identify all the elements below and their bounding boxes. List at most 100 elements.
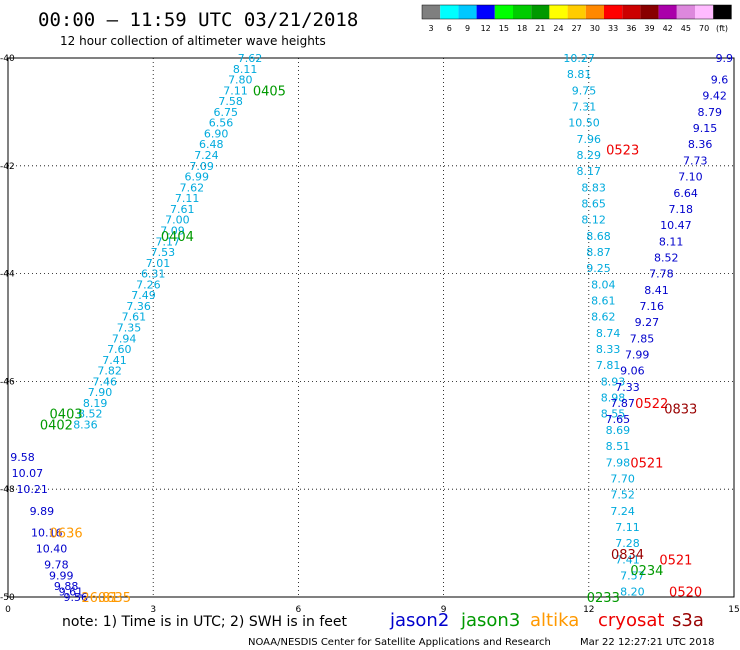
wave-height-value: 8.36 (73, 419, 98, 432)
x-tick-label: 15 (728, 605, 739, 615)
wave-height-value: 7.90 (88, 386, 113, 399)
pass-time-label: 0403 (50, 408, 83, 423)
legend-label: 42 (663, 24, 673, 33)
legend-swatch (422, 5, 441, 19)
y-tick-label: -40 (0, 54, 15, 64)
legend-label: 27 (572, 24, 582, 33)
legend-label: 3 (429, 24, 434, 33)
pass-time-label: 0521 (659, 553, 692, 568)
legend-label: 15 (499, 24, 509, 33)
chart-subtitle: 12 hour collection of altimeter wave hei… (60, 34, 326, 48)
wave-height-value: 7.61 (122, 311, 147, 324)
wave-height-value: 10.27 (563, 52, 595, 65)
pass-time-label: 26.81 (81, 591, 118, 606)
pass-time-label: 0402 (40, 419, 73, 434)
pass-time-label: 0404 (161, 230, 194, 245)
wave-height-value: 8.11 (659, 235, 684, 248)
wave-height-value: 9.6 (711, 74, 729, 87)
legend-label: 70 (699, 24, 709, 33)
chart-title: 00:00 – 11:59 UTC 03/21/2018 (38, 9, 358, 31)
x-tick-label: 9 (441, 605, 447, 615)
wave-height-value: 10.07 (12, 467, 44, 480)
wave-height-value: 6.48 (199, 138, 224, 151)
legend-swatch (549, 5, 568, 19)
wave-height-value: 6.56 (209, 117, 234, 130)
wave-height-value: 7.01 (146, 257, 171, 270)
legend-label: 9 (465, 24, 470, 33)
wave-height-value: 8.83 (581, 181, 606, 194)
pass-time-label: 0521 (630, 456, 663, 471)
wave-height-value: 7.87 (610, 397, 635, 410)
wave-height-value: 8.29 (577, 149, 602, 162)
footer-timestamp: Mar 22 12:27:21 UTC 2018 (580, 637, 715, 648)
legend-swatch (585, 5, 604, 19)
wave-height-value: 6.31 (141, 268, 166, 281)
wave-height-value: 9.88 (54, 580, 79, 593)
wave-height-value: 7.41 (102, 354, 127, 367)
wave-height-value: 7.96 (577, 133, 602, 146)
legend-swatch (567, 5, 586, 19)
wave-height-value: 6.64 (673, 187, 698, 200)
wave-height-value: 7.16 (639, 300, 664, 313)
wave-height-value: 10.50 (568, 117, 600, 130)
wave-height-value: 8.11 (233, 63, 258, 76)
wave-height-value: 10.47 (660, 219, 692, 232)
wave-height-value: 8.41 (644, 284, 669, 297)
wave-height-value: 8.87 (586, 246, 611, 259)
legend-swatch (494, 5, 513, 19)
wave-height-value: 7.18 (669, 203, 694, 216)
wave-height-value: 8.62 (591, 311, 616, 324)
wave-height-value: 8.36 (688, 138, 713, 151)
x-tick-label: 12 (583, 605, 594, 615)
wave-height-value: 7.81 (596, 359, 621, 372)
legend-unit: (ft) (716, 24, 728, 33)
wave-height-value: 9.25 (586, 262, 611, 275)
color-legend: 3 6 9 12 15 18 21 24 27 30 33 36 39 42 45 70 (421, 4, 732, 33)
pass-time-label: 0233 (587, 591, 620, 606)
wave-height-value: 7.58 (218, 95, 243, 108)
footer-credit: NOAA/NESDIS Center for Satellite Applica… (248, 637, 551, 648)
wave-height-value: 8.19 (83, 397, 108, 410)
pass-time-label: 0234 (630, 564, 663, 579)
legend-swatch (658, 5, 677, 19)
wave-height-value: 10.16 (31, 526, 63, 539)
legend-label: 45 (681, 24, 691, 33)
satellite-legend-entry: jason3 (460, 610, 520, 631)
wave-height-value: 7.11 (223, 84, 248, 97)
wave-height-value: 7.60 (107, 343, 132, 356)
y-tick-label: -44 (0, 270, 15, 280)
data-points: 7.628.117.807.117.586.756.566.906.487.24… (10, 52, 733, 604)
wave-height-value: 8.55 (601, 408, 626, 421)
wave-height-value: 8.74 (596, 327, 621, 340)
wave-height-value: 9.15 (693, 122, 718, 135)
y-tick-label: -48 (0, 485, 15, 495)
pass-time-label: 0520 (669, 586, 702, 601)
wave-height-value: 7.49 (131, 289, 156, 302)
wave-height-value: 7.61 (170, 203, 195, 216)
wave-height-value: 9.27 (635, 316, 660, 329)
wave-height-value: 8.52 (654, 251, 679, 264)
wave-height-value: 7.36 (126, 300, 151, 313)
pass-time-label: 0635 (98, 591, 131, 606)
wave-height-value: 6.99 (185, 171, 210, 184)
wave-height-value: 8.61 (591, 295, 616, 308)
wave-height-value: 9.75 (572, 84, 597, 97)
x-tick-label: 6 (296, 605, 302, 615)
wave-height-value: 7.62 (180, 181, 205, 194)
legend-label: 36 (626, 24, 636, 33)
wave-height-value: 7.35 (117, 322, 142, 335)
wave-height-value: 8.98 (601, 392, 626, 405)
wave-height-value: 7.52 (610, 489, 635, 502)
legend-swatch (513, 5, 532, 19)
pass-time-label: 0834 (611, 548, 644, 563)
legend-label: 30 (590, 24, 600, 33)
wave-height-value: 9.99 (49, 569, 74, 582)
axis-ticks: 0 3 6 9 12 15 -40 -42 -44 -46 -48 -50 (0, 54, 740, 615)
wave-height-value: 7.57 (620, 569, 645, 582)
wave-height-value: 7.09 (160, 224, 185, 237)
wave-height-value: 7.33 (615, 381, 640, 394)
wave-height-value: 7.80 (228, 74, 253, 87)
grid-lines (8, 58, 734, 597)
wave-height-value: 8.04 (591, 278, 616, 291)
